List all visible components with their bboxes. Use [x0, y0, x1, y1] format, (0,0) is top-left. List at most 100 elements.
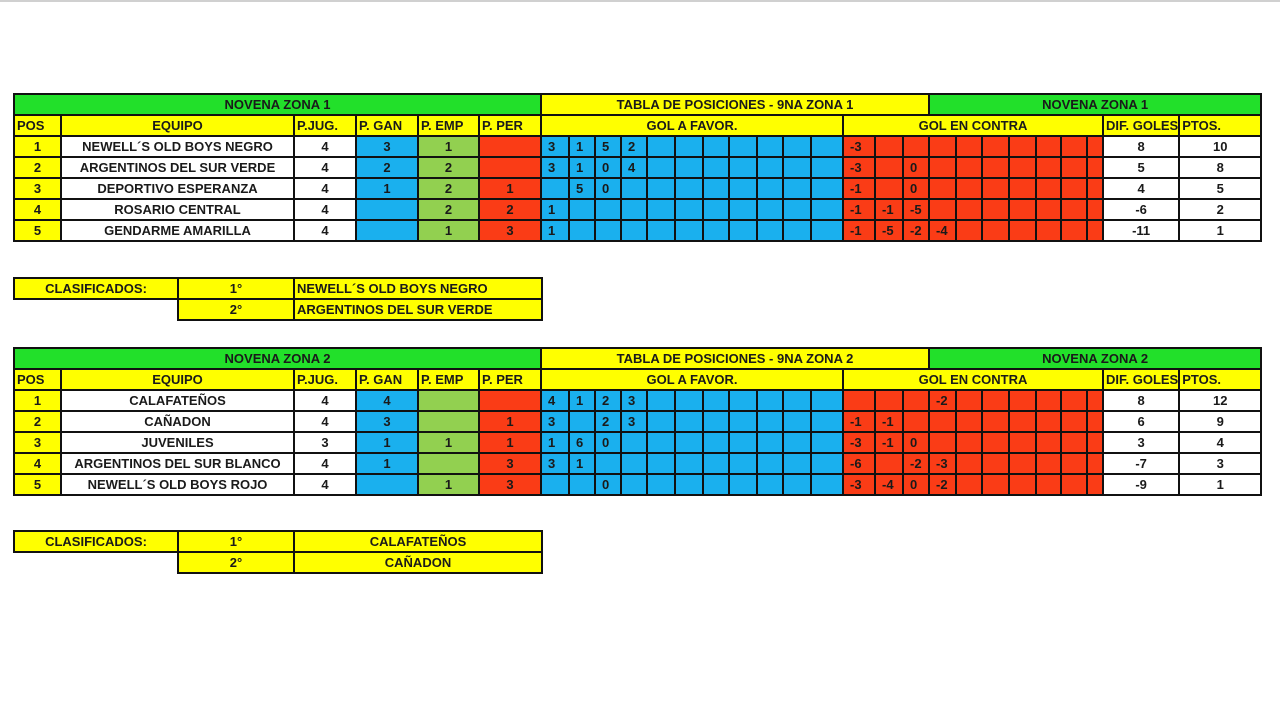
pos-cell: 3 — [13, 431, 62, 454]
goals-against-cell — [955, 473, 983, 496]
goals-against-cell — [1086, 135, 1104, 158]
goals-against-cell — [1060, 410, 1088, 433]
team-cell: ARGENTINOS DEL SUR VERDE — [60, 156, 295, 179]
second-place-team: CAÑADON — [293, 551, 543, 574]
drawn-cell: 1 — [417, 473, 480, 496]
goals-for-cell — [756, 431, 784, 454]
goal-diff-cell: -9 — [1101, 473, 1181, 496]
pos-cell: 2 — [13, 156, 62, 179]
goals-against-cell — [1008, 135, 1037, 158]
goals-for-cell — [620, 452, 648, 475]
goals-against-cell — [874, 135, 904, 158]
header-goals-against: GOL EN CONTRA — [842, 114, 1104, 137]
goals-for-cell — [810, 410, 844, 433]
points-cell: 4 — [1178, 431, 1263, 454]
goals-against-cell — [1035, 389, 1062, 412]
goals-for-cell — [728, 198, 758, 221]
goals-against-cell — [1008, 156, 1037, 179]
goals-against-cell — [981, 156, 1010, 179]
goals-for-cell — [810, 473, 844, 496]
drawn-cell: 2 — [417, 177, 480, 200]
goals-against-cell — [1086, 156, 1104, 179]
table-title: TABLA DE POSICIONES - 9NA ZONA 1 — [540, 93, 930, 116]
second-place-label: 2° — [177, 298, 295, 321]
goals-against-cell — [928, 431, 957, 454]
goals-for-cell: 5 — [594, 135, 622, 158]
played-cell: 4 — [293, 410, 357, 433]
goals-for-cell — [728, 431, 758, 454]
header-points: PTOS. — [1178, 368, 1263, 391]
won-cell: 2 — [355, 156, 419, 179]
goals-against-cell — [874, 389, 904, 412]
goals-for-cell — [702, 135, 730, 158]
goals-for-cell — [810, 156, 844, 179]
header-pos: POS — [13, 368, 62, 391]
points-cell: 3 — [1178, 452, 1263, 475]
goals-against-cell — [981, 219, 1010, 242]
goals-against-cell — [1008, 431, 1037, 454]
goals-against-cell: -1 — [874, 410, 904, 433]
lost-cell — [478, 135, 542, 158]
goals-for-cell — [728, 219, 758, 242]
goals-for-cell — [540, 473, 570, 496]
goals-against-cell: -1 — [842, 410, 876, 433]
goals-against-cell: -4 — [928, 219, 957, 242]
goals-for-cell — [782, 156, 812, 179]
goals-for-cell — [756, 410, 784, 433]
goals-for-cell — [702, 177, 730, 200]
points-cell: 10 — [1178, 135, 1263, 158]
goals-against-cell — [1008, 452, 1037, 475]
goals-for-cell — [568, 198, 596, 221]
goals-for-cell — [810, 198, 844, 221]
goals-for-cell: 1 — [540, 198, 570, 221]
goals-for-cell — [702, 389, 730, 412]
played-cell: 4 — [293, 135, 357, 158]
goals-against-cell: -3 — [928, 452, 957, 475]
goals-for-cell: 4 — [540, 389, 570, 412]
goals-against-cell — [1008, 473, 1037, 496]
goal-diff-cell: 6 — [1101, 410, 1181, 433]
lost-cell: 3 — [478, 452, 542, 475]
team-cell: NEWELL´S OLD BOYS ROJO — [60, 473, 295, 496]
won-cell — [355, 198, 419, 221]
goals-against-cell — [1035, 410, 1062, 433]
goals-for-cell — [756, 219, 784, 242]
pos-cell: 5 — [13, 219, 62, 242]
goals-for-cell — [782, 198, 812, 221]
goals-for-cell — [620, 473, 648, 496]
goals-against-cell: -1 — [842, 198, 876, 221]
goal-diff-cell: 8 — [1101, 389, 1181, 412]
goals-for-cell — [646, 452, 676, 475]
drawn-cell — [417, 452, 480, 475]
goals-against-cell — [1086, 198, 1104, 221]
won-cell — [355, 219, 419, 242]
goals-against-cell — [902, 135, 930, 158]
points-cell: 2 — [1178, 198, 1263, 221]
played-cell: 3 — [293, 431, 357, 454]
first-place-label: 1° — [177, 530, 295, 553]
goals-against-cell: 0 — [902, 431, 930, 454]
goals-for-cell — [674, 410, 704, 433]
goals-for-cell: 3 — [620, 389, 648, 412]
goals-against-cell — [1035, 156, 1062, 179]
goals-against-cell — [955, 135, 983, 158]
goals-for-cell — [568, 473, 596, 496]
goals-against-cell — [1086, 410, 1104, 433]
goals-against-cell: -1 — [874, 431, 904, 454]
goals-against-cell — [981, 177, 1010, 200]
second-place-label: 2° — [177, 551, 295, 574]
goals-for-cell — [674, 177, 704, 200]
goals-for-cell — [674, 156, 704, 179]
goals-against-cell — [1086, 452, 1104, 475]
goals-for-cell — [646, 198, 676, 221]
goals-against-cell — [1086, 473, 1104, 496]
played-cell: 4 — [293, 219, 357, 242]
goals-against-cell — [1086, 389, 1104, 412]
goals-against-cell — [981, 410, 1010, 433]
points-cell: 1 — [1178, 473, 1263, 496]
header-drawn: P. EMP — [417, 368, 480, 391]
pos-cell: 1 — [13, 135, 62, 158]
goals-for-cell — [728, 177, 758, 200]
goals-against-cell — [928, 177, 957, 200]
goals-against-cell — [1035, 177, 1062, 200]
